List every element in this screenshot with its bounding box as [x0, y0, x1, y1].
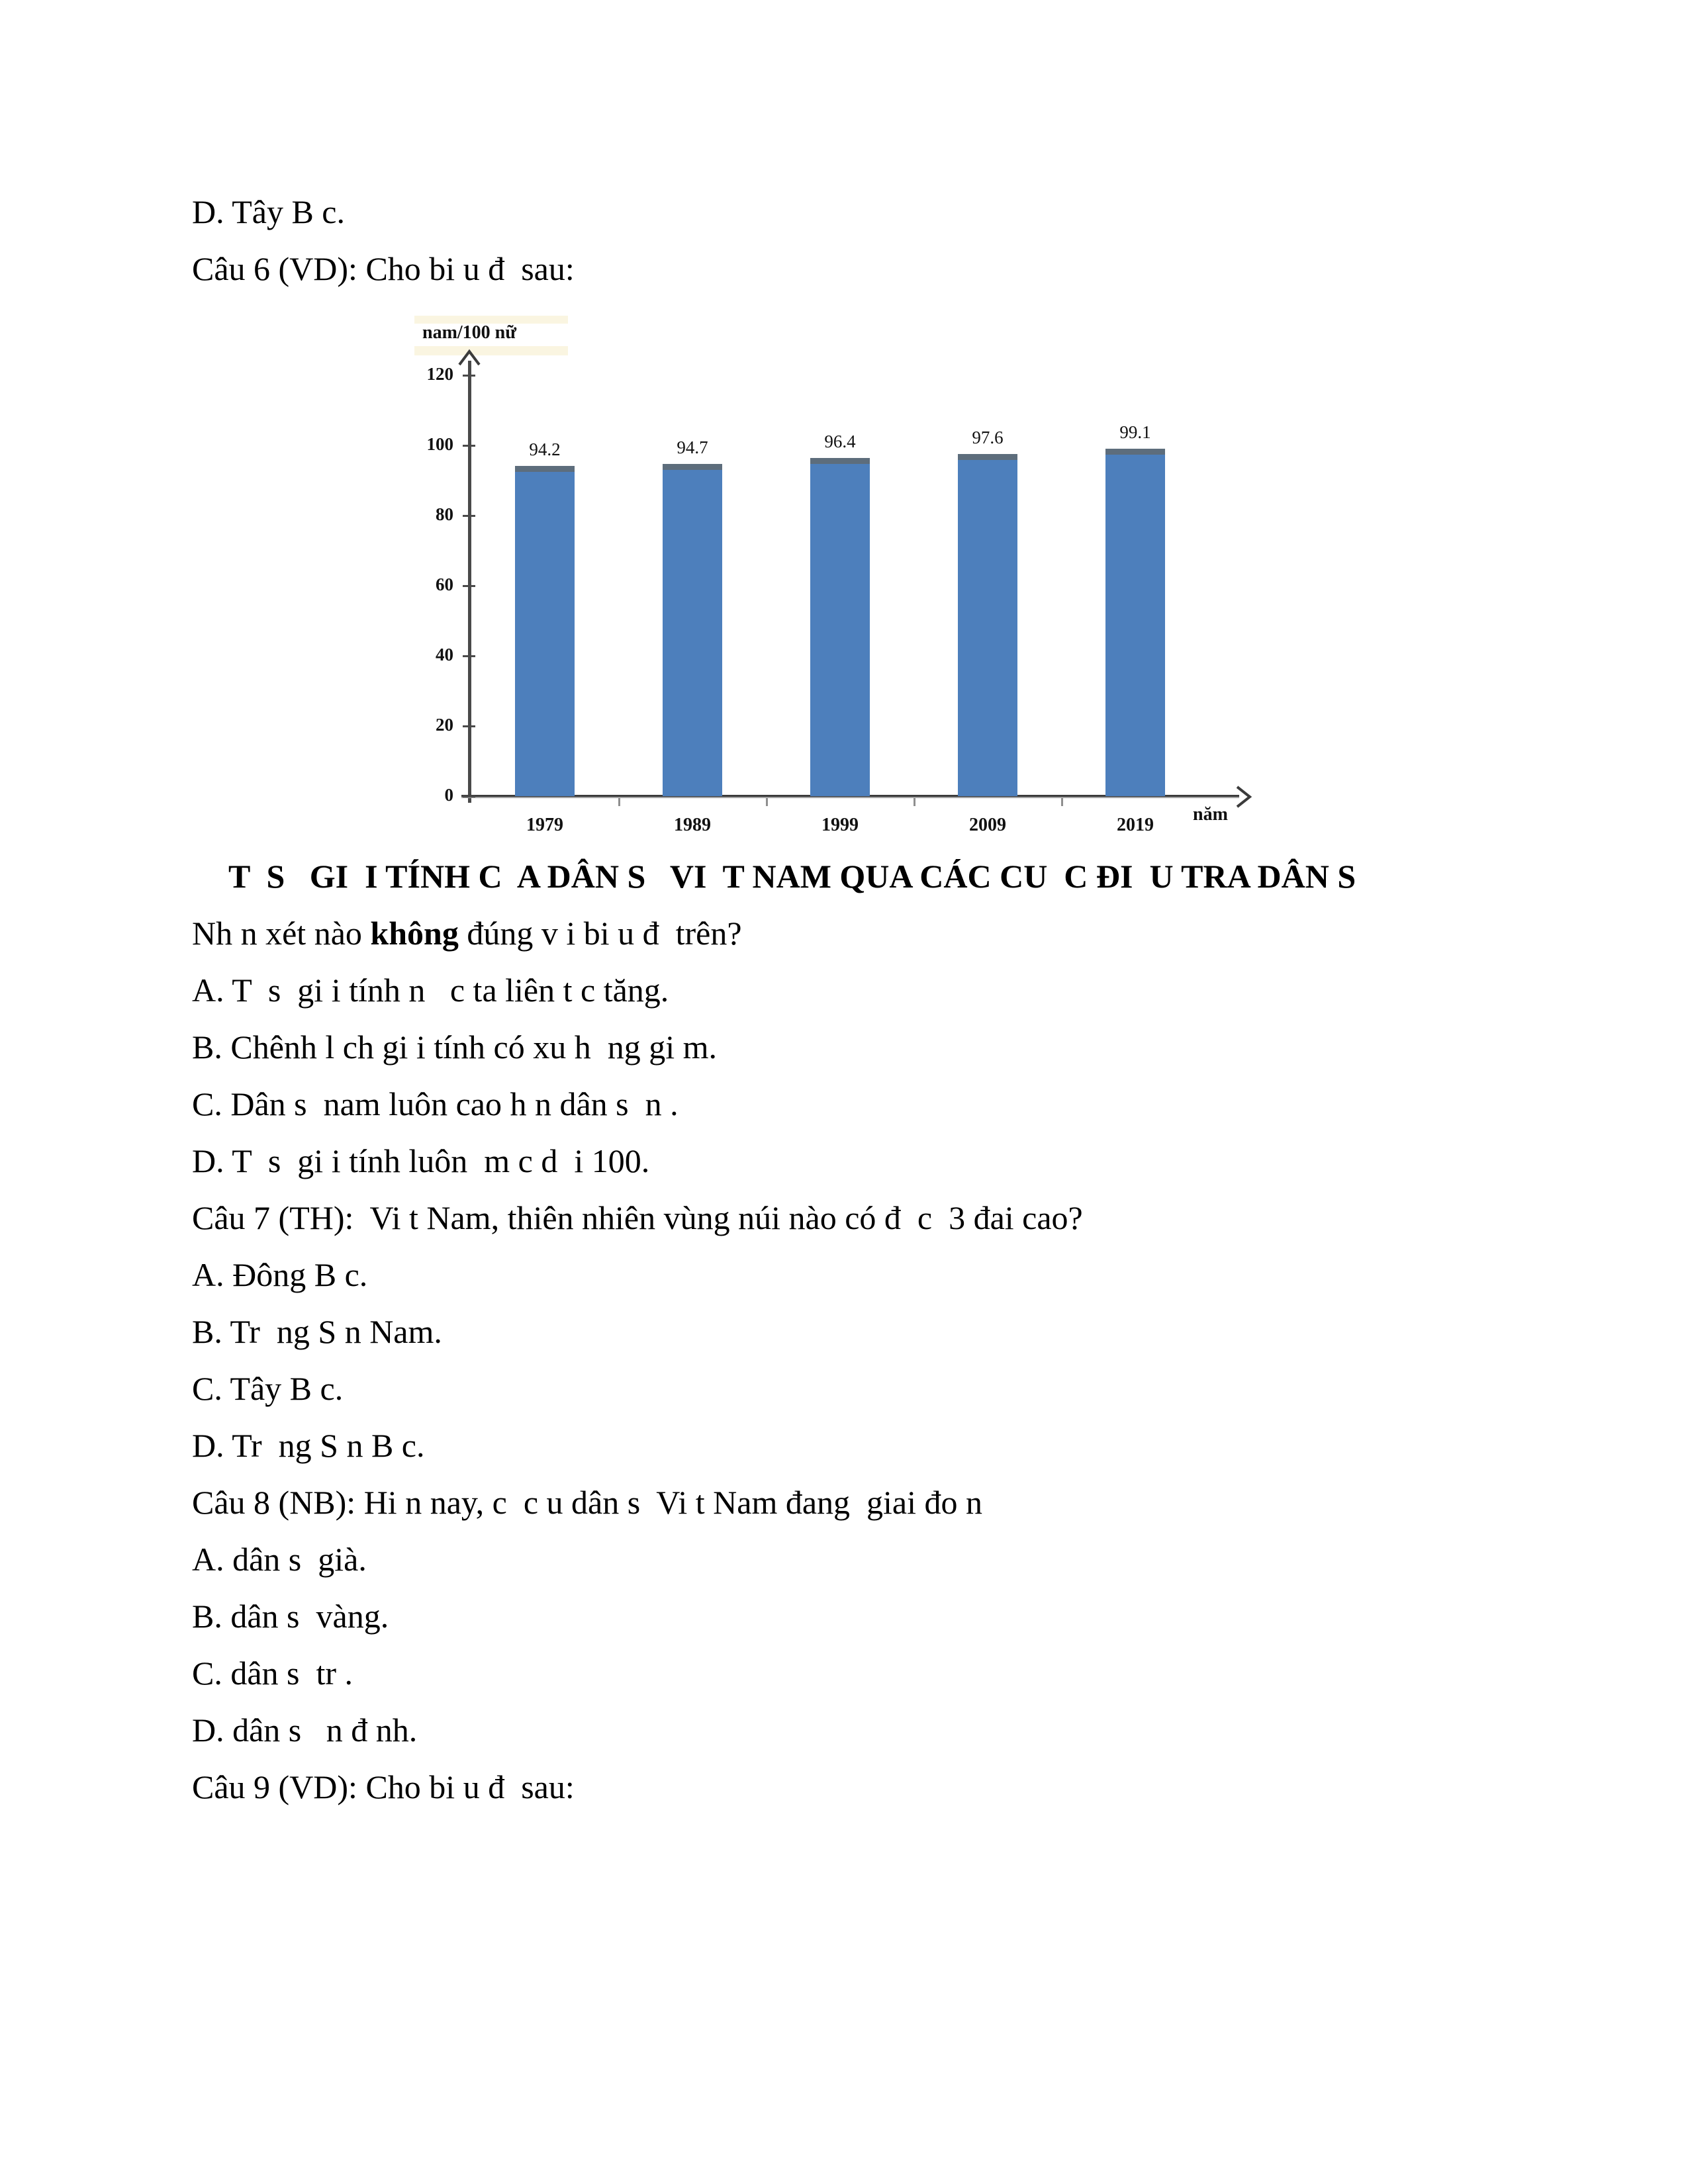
x-axis-tick [618, 798, 620, 806]
bold-word: không [370, 915, 459, 952]
y-axis-title: nam/100 nữ [422, 322, 517, 343]
x-axis-tick [765, 798, 768, 806]
y-axis-tick [463, 585, 475, 587]
y-axis-tick-label: 60 [436, 574, 453, 594]
x-axis-category-label: 2009 [969, 815, 1006, 835]
y-axis-line [468, 361, 471, 803]
x-axis-arrow-icon [1236, 786, 1252, 808]
answer-option-8d: D. dân s n đ nh. [192, 1711, 418, 1749]
y-axis-tick-label: 0 [444, 785, 454, 805]
y-axis-arrow-icon [458, 349, 481, 366]
question-9-header: Câu 9 (VD): Cho bi u đ sau: [192, 1768, 575, 1805]
y-axis-tick-label: 20 [436, 715, 453, 735]
answer-option-6a: A. T s gi i tính n c ta liên t c tăng. [192, 972, 669, 1009]
bar-value-label: 94.7 [677, 437, 708, 457]
question-7-header: Câu 7 (TH): Vi t Nam, thiên nhiên vùng n… [192, 1199, 1083, 1236]
bar-value-label: 99.1 [1119, 422, 1151, 442]
y-axis-tick [463, 725, 475, 727]
y-axis-tick [463, 515, 475, 517]
chart-highlight-artifact [414, 346, 568, 355]
x-axis-category-label: 1979 [526, 815, 563, 835]
y-axis-tick [463, 375, 475, 377]
answer-option-8a: A. dân s già. [192, 1541, 367, 1578]
answer-option-8c: C. dân s tr . [192, 1655, 353, 1692]
y-axis-tick [463, 655, 475, 657]
answer-option-6d: D. T s gi i tính luôn m c d i 100. [192, 1142, 650, 1179]
answer-option-6c: C. Dân s nam luôn cao h n dân s n . [192, 1085, 679, 1122]
x-axis-category-label: 1989 [674, 815, 711, 835]
answer-option-5d: D. Tây B c. [192, 193, 345, 230]
y-axis-tick [463, 445, 475, 447]
y-axis-tick-label: 80 [436, 504, 453, 524]
question-8-header: Câu 8 (NB): Hi n nay, c c u dân s Vi t N… [192, 1484, 983, 1521]
bar-value-label: 96.4 [824, 432, 856, 451]
answer-option-7a: A. Đông B c. [192, 1256, 368, 1293]
answer-option-8b: B. dân s vàng. [192, 1598, 389, 1635]
bar-chart: nam/100 nữ 0 20 40 60 80 100 120 94.2 1979 94.7 19… [192, 297, 1509, 848]
bar-1989 [663, 464, 722, 796]
chart-title: T S GI I TÍNH C A DÂN S VI T NAM QUA CÁC… [228, 858, 1356, 895]
x-axis-tick [1060, 798, 1063, 806]
x-axis-tick [913, 798, 915, 806]
answer-option-6b: B. Chênh l ch gi i tính có xu h ng gi m. [192, 1028, 718, 1066]
answer-option-7d: D. Tr ng S n B c. [192, 1427, 425, 1464]
x-axis-title: năm [1193, 804, 1228, 825]
answer-option-7c: C. Tây B c. [192, 1370, 344, 1407]
bar-value-label: 94.2 [529, 439, 561, 459]
y-axis-tick-label: 40 [436, 645, 453, 664]
bar-value-label: 97.6 [972, 428, 1004, 447]
bar-1979 [515, 466, 575, 796]
bar-2019 [1105, 449, 1165, 796]
x-axis-category-label: 2019 [1117, 815, 1154, 835]
question-6-prompt: Nh n xét nào không đúng v i bi u đ trên? [192, 915, 742, 952]
bar-2009 [958, 454, 1017, 796]
answer-option-7b: B. Tr ng S n Nam. [192, 1313, 442, 1350]
x-axis-category-label: 1999 [821, 815, 859, 835]
y-axis-tick-label: 120 [426, 364, 454, 384]
x-axis-line [461, 795, 1239, 798]
chart-highlight-artifact [414, 316, 568, 324]
bar-1999 [810, 458, 870, 796]
y-axis-tick [463, 796, 475, 797]
y-axis-tick-label: 100 [426, 434, 454, 454]
question-6-header: Câu 6 (VD): Cho bi u đ sau: [192, 250, 575, 287]
document-content: D. Tây B c. Câu 6 (VD): Cho bi u đ sau: … [192, 183, 1509, 1815]
